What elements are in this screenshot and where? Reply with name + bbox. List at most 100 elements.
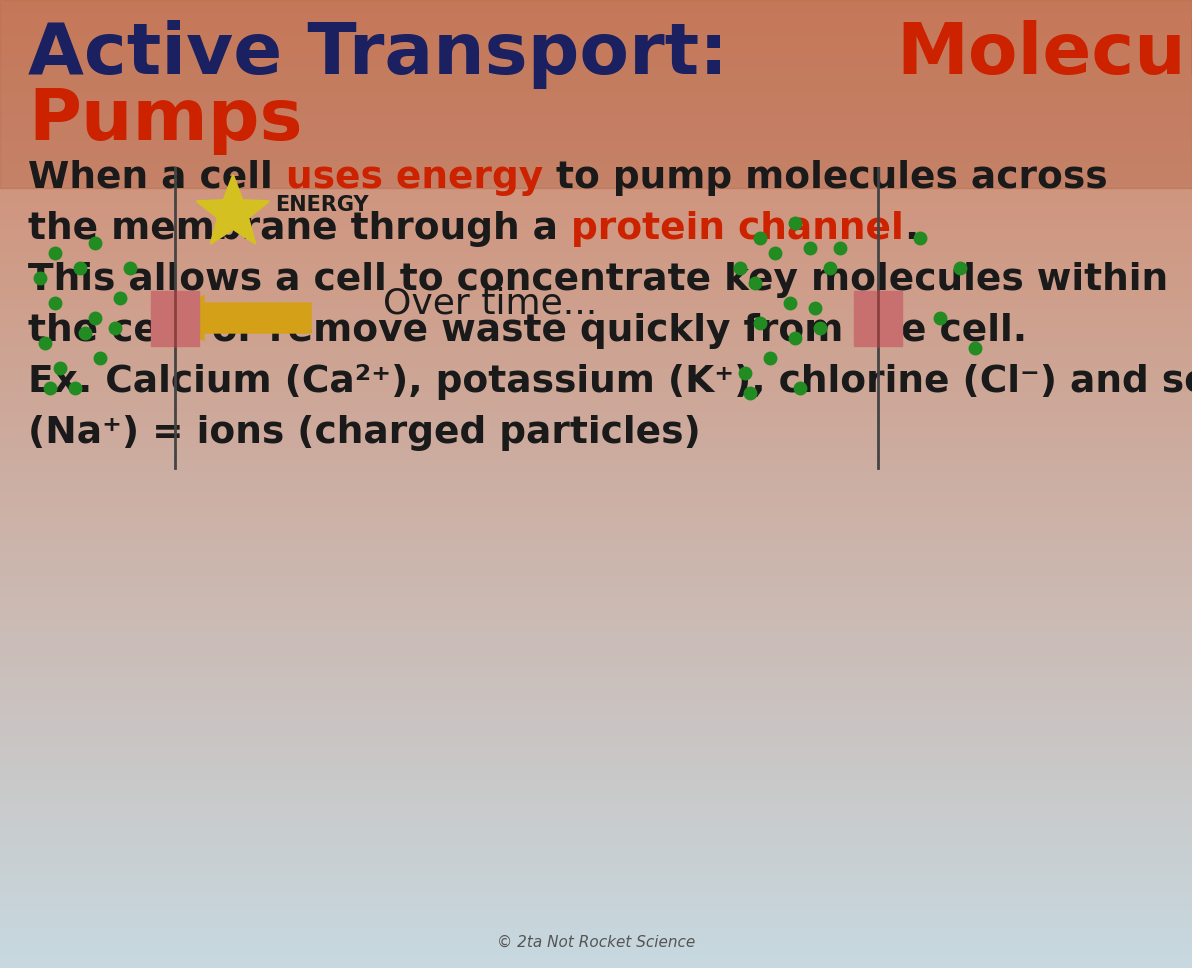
Bar bbox=[0, 41, 1192, 44]
Bar bbox=[0, 85, 1192, 87]
Polygon shape bbox=[197, 175, 269, 244]
Bar bbox=[0, 116, 1192, 119]
Bar bbox=[0, 656, 1192, 658]
Bar bbox=[0, 818, 1192, 821]
Bar bbox=[0, 707, 1192, 709]
Bar bbox=[0, 711, 1192, 714]
Bar bbox=[0, 428, 1192, 431]
Bar bbox=[0, 770, 1192, 772]
Bar bbox=[0, 639, 1192, 641]
Bar bbox=[151, 290, 199, 346]
Bar bbox=[0, 600, 1192, 602]
Bar bbox=[0, 760, 1192, 763]
Bar bbox=[853, 290, 902, 346]
Bar bbox=[0, 550, 1192, 552]
Bar bbox=[0, 484, 1192, 486]
Bar bbox=[0, 384, 1192, 387]
Bar bbox=[0, 658, 1192, 660]
Bar bbox=[0, 331, 1192, 334]
Bar bbox=[0, 344, 1192, 346]
Bar bbox=[0, 876, 1192, 879]
Bar bbox=[0, 951, 1192, 953]
Bar bbox=[0, 138, 1192, 140]
Bar bbox=[0, 378, 1192, 380]
Bar bbox=[0, 666, 1192, 668]
Bar bbox=[0, 802, 1192, 803]
Bar bbox=[0, 145, 1192, 147]
Bar bbox=[0, 227, 1192, 229]
Bar bbox=[0, 34, 1192, 36]
Bar bbox=[0, 166, 1192, 169]
Bar bbox=[0, 714, 1192, 716]
Bar bbox=[0, 119, 1192, 121]
Bar bbox=[0, 0, 1192, 2]
Bar bbox=[0, 508, 1192, 511]
Bar bbox=[0, 767, 1192, 770]
Bar bbox=[0, 77, 1192, 80]
Bar bbox=[0, 206, 1192, 208]
Bar bbox=[0, 734, 1192, 736]
Bar bbox=[0, 743, 1192, 745]
Bar bbox=[0, 210, 1192, 213]
Bar bbox=[0, 912, 1192, 915]
Bar bbox=[0, 618, 1192, 620]
Bar bbox=[0, 663, 1192, 666]
Bar bbox=[0, 252, 1192, 254]
Bar bbox=[0, 234, 1192, 237]
Bar bbox=[0, 353, 1192, 355]
Bar bbox=[0, 745, 1192, 747]
Bar bbox=[0, 215, 1192, 218]
Text: uses energy: uses energy bbox=[286, 160, 544, 196]
Bar bbox=[0, 232, 1192, 234]
Bar bbox=[0, 805, 1192, 808]
Bar bbox=[0, 496, 1192, 499]
Bar bbox=[0, 650, 1192, 653]
Bar bbox=[0, 128, 1192, 131]
Bar bbox=[0, 902, 1192, 905]
Bar bbox=[0, 953, 1192, 955]
Text: .: . bbox=[904, 211, 918, 247]
Bar bbox=[0, 321, 1192, 324]
Bar bbox=[0, 763, 1192, 765]
Bar bbox=[0, 544, 1192, 547]
Bar bbox=[0, 653, 1192, 656]
Bar bbox=[0, 408, 1192, 411]
Bar bbox=[0, 176, 1192, 179]
Bar bbox=[0, 106, 1192, 108]
Bar bbox=[0, 147, 1192, 150]
Bar bbox=[0, 438, 1192, 440]
Bar bbox=[0, 397, 1192, 399]
Bar bbox=[0, 900, 1192, 902]
Bar bbox=[0, 481, 1192, 484]
Bar bbox=[0, 244, 1192, 247]
Bar bbox=[0, 528, 1192, 530]
Bar bbox=[0, 15, 1192, 17]
Bar bbox=[0, 355, 1192, 358]
Bar bbox=[0, 705, 1192, 707]
Bar bbox=[0, 583, 1192, 586]
Bar bbox=[0, 63, 1192, 66]
Bar bbox=[0, 832, 1192, 834]
Bar bbox=[0, 186, 1192, 189]
Bar bbox=[0, 221, 1192, 223]
Bar bbox=[0, 915, 1192, 917]
Bar bbox=[0, 87, 1192, 89]
Bar bbox=[0, 318, 1192, 319]
Bar bbox=[0, 48, 1192, 50]
Bar bbox=[0, 886, 1192, 889]
Bar bbox=[0, 741, 1192, 743]
Bar bbox=[0, 808, 1192, 811]
Bar bbox=[0, 499, 1192, 501]
Bar bbox=[0, 792, 1192, 794]
Bar bbox=[0, 794, 1192, 796]
Bar bbox=[0, 750, 1192, 753]
Bar bbox=[0, 523, 1192, 525]
Bar bbox=[0, 883, 1192, 886]
Bar bbox=[0, 155, 1192, 157]
Bar bbox=[0, 489, 1192, 491]
Bar bbox=[0, 268, 1192, 271]
Bar bbox=[0, 796, 1192, 799]
Text: This allows a cell to concentrate key molecules within: This allows a cell to concentrate key mo… bbox=[27, 262, 1168, 298]
Bar bbox=[0, 266, 1192, 268]
Bar bbox=[0, 131, 1192, 133]
